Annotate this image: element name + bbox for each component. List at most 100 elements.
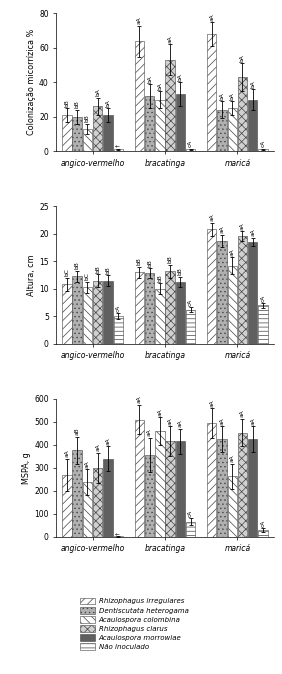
Text: aA: aA	[147, 429, 152, 437]
Bar	[135, 272, 144, 344]
Text: aA: aA	[168, 36, 173, 43]
Bar	[207, 423, 216, 537]
Bar	[93, 106, 102, 151]
Bar	[176, 94, 185, 151]
Bar	[228, 108, 237, 151]
Text: aA: aA	[85, 460, 90, 468]
Text: aA: aA	[240, 222, 245, 230]
Text: bA: bA	[95, 89, 100, 96]
Bar	[93, 468, 102, 537]
Bar	[228, 266, 237, 344]
Bar	[83, 129, 92, 151]
Bar	[135, 41, 144, 151]
Text: aA: aA	[65, 450, 69, 457]
Bar	[155, 288, 165, 344]
Text: bA: bA	[178, 73, 183, 81]
Text: aA: aA	[209, 399, 214, 406]
Text: bA: bA	[240, 55, 245, 62]
Bar	[103, 280, 113, 344]
Text: aA: aA	[230, 249, 235, 256]
Text: bB: bB	[178, 268, 183, 275]
Text: bB: bB	[75, 262, 80, 269]
Text: bA: bA	[219, 92, 224, 100]
Bar	[83, 287, 92, 344]
Text: aA: aA	[240, 410, 245, 417]
Bar	[248, 439, 257, 537]
Y-axis label: Colonização micorrízica %: Colonização micorrízica %	[27, 29, 36, 135]
Text: aA: aA	[95, 443, 100, 452]
Bar	[176, 282, 185, 344]
Text: aB: aB	[75, 428, 80, 435]
Bar	[103, 115, 113, 151]
Bar	[103, 458, 113, 537]
Bar	[248, 100, 257, 151]
Bar	[155, 431, 165, 537]
Text: bC: bC	[85, 272, 90, 280]
Text: aA: aA	[157, 408, 162, 416]
Bar	[165, 271, 175, 344]
Bar	[72, 276, 82, 344]
Bar	[258, 150, 268, 151]
Text: aA: aA	[137, 17, 142, 24]
Bar	[72, 450, 82, 537]
Text: bC: bC	[65, 268, 69, 276]
Text: cA: cA	[188, 510, 193, 517]
Text: bB: bB	[65, 99, 69, 106]
Bar	[228, 477, 237, 537]
Bar	[248, 242, 257, 344]
Bar	[165, 441, 175, 537]
Bar	[165, 60, 175, 151]
Bar	[114, 315, 123, 344]
Legend: Rhizophagus irregulares, Dentiscutata heterogama, Acaulospora colombina, Rhizoph: Rhizophagus irregulares, Dentiscutata he…	[77, 595, 191, 653]
Bar	[145, 455, 154, 537]
Bar	[217, 241, 227, 344]
Text: bB: bB	[75, 100, 80, 109]
Text: cA: cA	[116, 305, 121, 311]
Text: bA: bA	[105, 99, 111, 106]
Bar	[62, 115, 72, 151]
Bar	[62, 284, 72, 344]
Text: bB: bB	[168, 255, 173, 263]
Text: aA: aA	[209, 13, 214, 21]
Text: aA: aA	[105, 437, 111, 445]
Bar	[207, 229, 216, 344]
Y-axis label: Altura, cm: Altura, cm	[27, 254, 36, 296]
Text: bB: bB	[147, 259, 152, 267]
Bar	[238, 237, 247, 344]
Bar	[258, 530, 268, 537]
Text: bB: bB	[157, 274, 162, 282]
Bar	[114, 150, 123, 151]
Text: †: †	[116, 532, 121, 534]
Bar	[217, 110, 227, 151]
Y-axis label: MSPA, g: MSPA, g	[22, 452, 31, 483]
Bar	[93, 280, 102, 344]
Bar	[135, 419, 144, 537]
Bar	[176, 441, 185, 537]
Bar	[238, 77, 247, 151]
Text: aA: aA	[178, 420, 183, 427]
Bar	[258, 305, 268, 344]
Text: cA: cA	[261, 140, 265, 147]
Text: bA: bA	[147, 75, 152, 83]
Text: bA: bA	[250, 80, 255, 88]
Text: bA: bA	[230, 92, 235, 100]
Text: aA: aA	[230, 454, 235, 462]
Bar	[155, 100, 165, 151]
Text: aA: aA	[137, 396, 142, 403]
Text: bB: bB	[95, 266, 100, 273]
Text: bB: bB	[85, 115, 90, 122]
Text: †: †	[116, 144, 121, 147]
Text: bB: bB	[105, 266, 111, 274]
Bar	[207, 34, 216, 151]
Text: aA: aA	[250, 228, 255, 236]
Bar	[145, 96, 154, 151]
Bar	[238, 433, 247, 537]
Text: cA: cA	[188, 140, 193, 147]
Bar	[72, 117, 82, 151]
Bar	[217, 439, 227, 537]
Text: cA: cA	[261, 520, 265, 527]
Text: aA: aA	[209, 214, 214, 221]
Text: cA: cA	[188, 299, 193, 305]
Bar	[145, 274, 154, 344]
Text: bA: bA	[157, 82, 162, 90]
